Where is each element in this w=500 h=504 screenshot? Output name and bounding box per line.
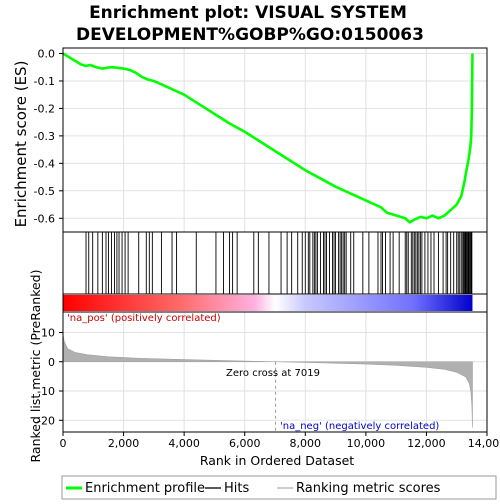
metric-xtick-label: 0 [60,437,67,450]
ranking-metric-area [62,333,473,428]
es-ytick-label: -0.6 [34,212,55,225]
enrichment-profile-line [62,52,474,224]
es-ytick-label: -0.1 [34,75,55,88]
metric-ytick-label: -10 [37,385,55,398]
hits-plot-area [63,232,487,294]
legend-label-metric: Ranking metric scores [296,481,441,496]
es-panel: 0.0 -0.1 -0.2 -0.3 -0.4 -0.5 -0.6 [34,47,488,233]
es-axis-label: Enrichment score (ES) [12,61,30,228]
ranking-metric-panel: 10 0 -10 -20 0 2,000 4,000 6,000 8,000 10,000 12,0… [37,311,500,450]
metric-xtick-label: 4,000 [168,437,200,450]
na-pos-label: 'na_pos' (positively correlated) [67,313,221,324]
metric-xtick-label: 8,000 [290,437,322,450]
es-ytick-label: 0.0 [38,47,56,60]
legend-label-enrichment: Enrichment profile [85,481,205,496]
es-ytick-label: -0.5 [34,185,55,198]
metric-ytick-label: 0 [48,356,55,369]
metric-xtick-label: 12,000 [407,437,446,450]
chart-title-line2: DEVELOPMENT%GOBP%GO:0150063 [76,25,424,45]
chart-title-line1: Enrichment plot: VISUAL SYSTEM [89,3,407,23]
zero-cross-label: Zero cross at 7019 [226,368,320,379]
ranking-gradient-panel [62,293,488,313]
na-neg-label: 'na_neg' (negatively correlated) [280,421,439,432]
es-ytick-label: -0.4 [34,157,55,170]
es-plot-area [63,48,487,232]
hits-panel [62,231,488,295]
metric-ytick-label: -20 [37,414,55,427]
metric-xtick-label: 6,000 [229,437,261,450]
ranking-gradient-bar [63,295,473,311]
metric-xtick-label: 2,000 [108,437,140,450]
es-ytick-label: -0.3 [34,130,55,143]
legend-label-hits: Hits [224,481,249,496]
x-axis-label: Rank in Ordered Dataset [200,453,354,468]
metric-xtick-label: 10,000 [347,437,386,450]
metric-plot-frame [62,311,488,433]
metric-ytick-label: 10 [41,326,55,339]
metric-xtick-label: 14,000 [468,437,500,450]
metric-axis-label: Ranked list metric (PreRanked) [28,270,43,463]
es-ytick-label: -0.2 [34,102,55,115]
legend: Enrichment profile Hits Ranking metric s… [61,475,497,500]
